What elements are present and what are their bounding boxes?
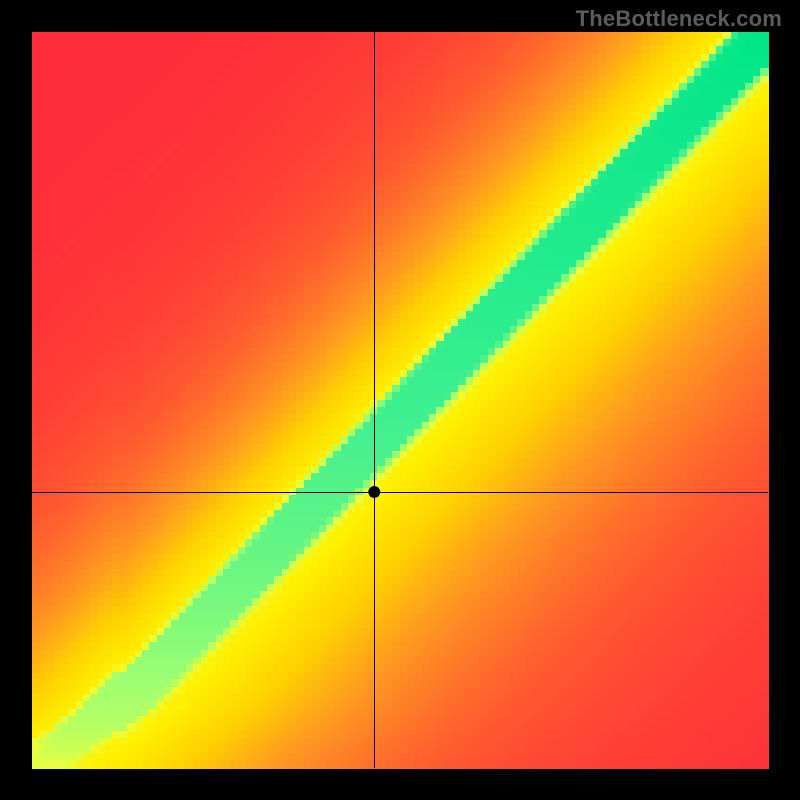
watermark-text: TheBottleneck.com <box>576 6 782 32</box>
bottleneck-heatmap <box>0 0 800 800</box>
